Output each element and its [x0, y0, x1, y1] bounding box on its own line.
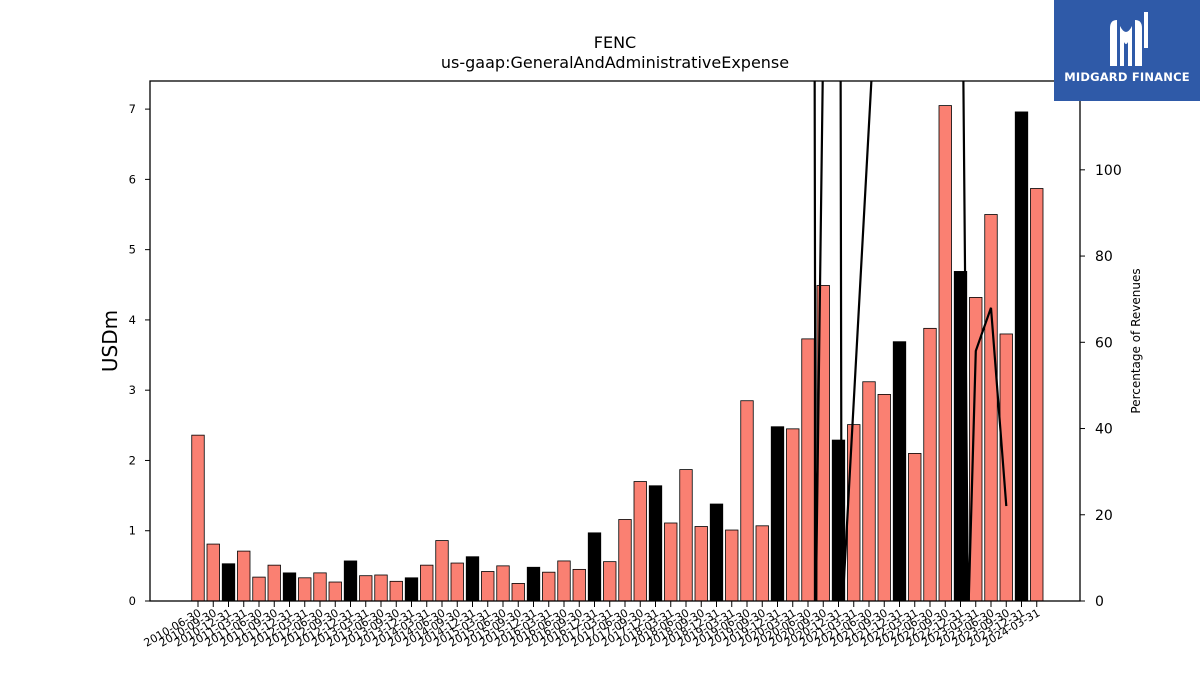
bar	[526, 566, 541, 602]
y-tick-label: 4	[129, 313, 136, 327]
bar	[770, 426, 785, 602]
bar	[969, 297, 983, 602]
y2-tick-label: 40	[1095, 422, 1113, 438]
y2-tick-label: 0	[1095, 594, 1104, 610]
bar	[587, 532, 602, 602]
bar	[709, 503, 724, 602]
chart-subtitle: us-gaap:GeneralAndAdministrativeExpense	[441, 53, 789, 72]
bar	[206, 543, 220, 602]
y2-axis-label: Percentage of Revenues	[1129, 268, 1143, 413]
bar	[511, 583, 525, 602]
logo-mark-icon	[1110, 12, 1148, 66]
bar	[1014, 111, 1029, 602]
bar	[984, 214, 998, 602]
bar	[435, 540, 449, 602]
y-axis-label: USDm	[98, 310, 122, 372]
bar	[862, 381, 876, 602]
bar	[740, 400, 754, 602]
y2-tick-label: 60	[1095, 335, 1113, 351]
bar	[755, 525, 769, 602]
bar	[786, 428, 800, 602]
bar	[572, 568, 586, 602]
y-tick-label: 1	[129, 524, 136, 538]
bar	[389, 580, 403, 602]
bar	[618, 519, 632, 602]
bar	[267, 564, 281, 602]
bar	[648, 485, 663, 602]
plot-frame	[149, 80, 1081, 602]
logo-text: MIDGARD FINANCE	[1064, 70, 1190, 84]
bar	[359, 575, 373, 602]
bar	[496, 565, 510, 602]
y2-tick-label: 100	[1095, 163, 1122, 179]
bar	[465, 556, 480, 602]
bar	[801, 338, 815, 602]
bar	[542, 571, 556, 602]
y-tick-label: 3	[129, 383, 136, 397]
y-tick-label: 6	[129, 172, 136, 186]
bar	[328, 581, 342, 602]
bar	[557, 560, 571, 602]
y-tick-label: 0	[129, 594, 136, 608]
bar	[694, 526, 708, 602]
bar	[404, 577, 419, 602]
pct-revenue-line	[813, 81, 1008, 601]
bar	[450, 562, 464, 602]
bar	[725, 529, 739, 602]
bar	[999, 333, 1013, 602]
bar	[603, 561, 617, 602]
bar	[313, 572, 327, 602]
bar	[298, 577, 312, 602]
bar	[420, 564, 434, 602]
y2-tick-label: 80	[1095, 249, 1113, 265]
y-tick-label: 5	[129, 243, 136, 257]
y-tick-label: 2	[129, 453, 136, 467]
bar	[664, 522, 678, 602]
bar	[252, 576, 266, 602]
bar	[633, 481, 647, 602]
brand-logo: MIDGARD FINANCE	[1054, 0, 1200, 101]
bar	[908, 453, 922, 602]
bar	[923, 327, 937, 602]
bar	[343, 560, 358, 602]
y2-tick-label: 20	[1095, 508, 1113, 524]
bar	[831, 439, 846, 602]
bar	[1030, 188, 1044, 602]
bar	[374, 574, 388, 602]
bar	[191, 434, 205, 602]
y-tick-label: 7	[129, 102, 136, 116]
bar	[221, 563, 236, 602]
bar	[892, 341, 907, 602]
bar	[282, 572, 297, 602]
bar	[481, 571, 495, 602]
bar	[847, 424, 861, 602]
bar	[679, 469, 693, 602]
bar	[877, 394, 891, 602]
bar	[237, 550, 251, 602]
bar	[938, 105, 952, 602]
chart-title: FENC	[594, 33, 636, 52]
